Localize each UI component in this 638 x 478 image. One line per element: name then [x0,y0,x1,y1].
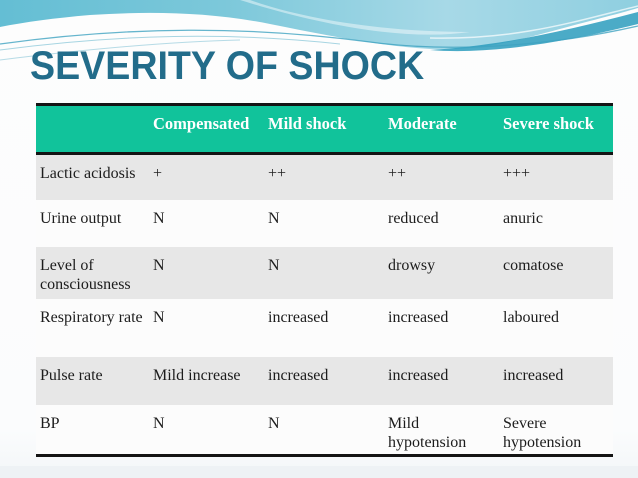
table-cell: increased [388,366,449,384]
table-cell: + [153,165,163,182]
wave-thin-line-3 [0,39,241,61]
table-cell: comatose [503,256,564,274]
table-cell: Mild increase [153,366,241,384]
table-cell: N [153,209,165,227]
table-cell: N [153,308,165,326]
row-label: Urine output [40,209,122,227]
row-label: Pulse rate [40,366,103,384]
table-row: Pulse rate Mild increase increased incre… [36,356,613,405]
table-cell: Mild hypotension [388,414,467,451]
table-cell: reduced [388,209,439,227]
table-cell: ++ [388,165,407,182]
table-cell: N [153,414,165,432]
row-label: Respiratory rate [40,308,143,326]
row-label: Lactic acidosis [40,165,136,182]
table-cell: laboured [503,308,559,326]
column-header-mild-shock: Mild shock [263,104,383,155]
slide-title: SEVERITY OF SHOCK [30,44,425,88]
row-label: Level of consciousness [40,256,131,293]
banner-wave-decoration [0,0,638,61]
table-row: Urine output N N reduced anuric [36,199,613,247]
wave-thin-line-1 [0,25,638,48]
table-cell: +++ [503,165,531,182]
table-cell: drowsy [388,256,436,274]
wave-white-line [429,5,638,39]
severity-table: Compensated Mild shock Moderate Severe s… [36,103,613,457]
table-cell: increased [268,366,329,384]
column-header-compensated: Compensated [148,104,263,155]
table-cell: N [268,209,280,227]
table-cell: increased [503,366,564,384]
row-label: BP [40,414,60,432]
table-cell: increased [388,308,449,326]
table-cell: N [268,256,280,274]
wave-thin-line-2 [0,35,341,51]
table-cell: N [153,256,165,274]
table-cell: Severe hypotension [503,414,582,451]
table-cell: anuric [503,209,543,227]
bottom-band [0,466,638,478]
column-header-empty [36,104,148,155]
table-row: BP N N Mild hypotension Severe hypotensi… [36,404,613,456]
table-header-row: Compensated Mild shock Moderate Severe s… [36,104,613,155]
table-row: Respiratory rate N increased increased l… [36,298,613,357]
table-cell: increased [268,308,329,326]
table-cell: ++ [268,165,287,182]
wave-light-streak [240,0,470,35]
column-header-severe-shock: Severe shock [498,104,613,155]
table-row: Lactic acidosis + ++ ++ +++ [36,153,613,200]
table-cell: N [268,414,280,432]
table-row: Level of consciousness N N drowsy comato… [36,246,613,299]
column-header-moderate: Moderate [383,104,498,155]
